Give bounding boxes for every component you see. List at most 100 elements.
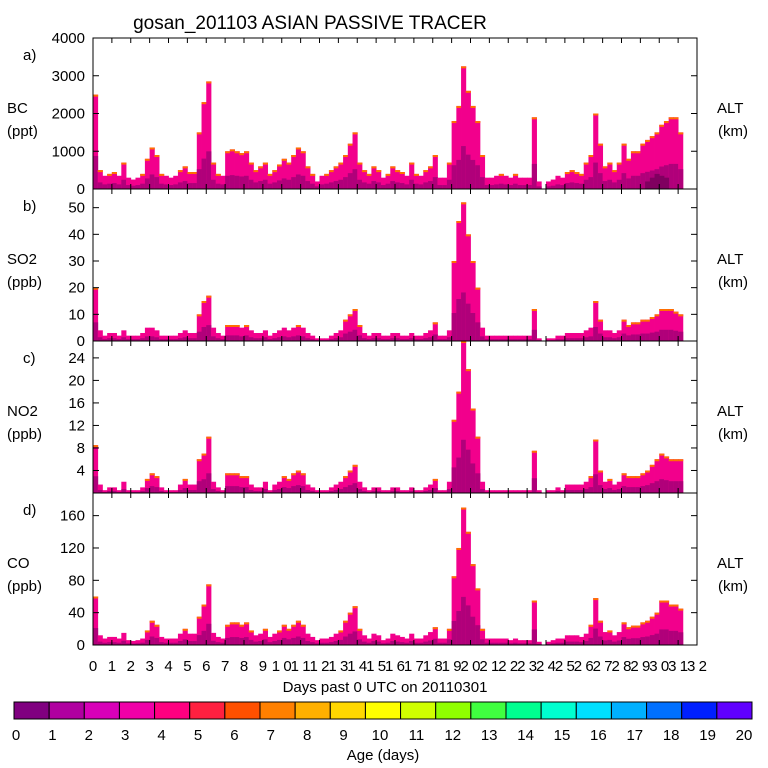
- bar-aged-co: [121, 640, 127, 645]
- bar-aged-so2: [508, 339, 514, 341]
- bar-young-no2: [597, 470, 604, 473]
- bar-aged-co: [253, 641, 259, 645]
- bar-aged-so2: [484, 339, 490, 341]
- bar-aged-bc: [390, 181, 396, 189]
- y-tick-label: 3000: [52, 68, 85, 85]
- bar-aged-co: [225, 637, 231, 645]
- bar-bc: [607, 162, 613, 189]
- bar-no2: [423, 487, 429, 493]
- bar-aged-co: [229, 637, 235, 645]
- bar-aged-no2: [612, 490, 618, 493]
- bar-aged-co: [423, 641, 429, 645]
- bar-aged-co: [498, 642, 504, 645]
- bar-aged-bc: [182, 181, 188, 189]
- bar-aged-bc: [253, 182, 259, 189]
- y-tick-label: 40: [68, 605, 85, 622]
- bar-young-so2: [244, 325, 250, 327]
- bar-co: [546, 641, 552, 645]
- bar-aged-co: [574, 641, 580, 645]
- bar-aged-no2: [140, 491, 146, 493]
- bar-aged-bc: [333, 181, 339, 189]
- chart-title: gosan_201103 ASIAN PASSIVE TRACER: [133, 13, 487, 34]
- bar-aged-so2: [135, 339, 141, 341]
- bar-aged-so2: [97, 337, 103, 341]
- bar-young-bc: [649, 136, 655, 139]
- bar-young-bc: [357, 162, 363, 165]
- bar-aged-bc: [465, 154, 471, 189]
- bar-co: [461, 507, 467, 645]
- bar-young-no2: [659, 453, 665, 456]
- y-tick-label: 24: [68, 350, 85, 367]
- bar-aged-so2: [616, 337, 622, 341]
- bar-aged-bc: [470, 159, 476, 189]
- bar-co: [409, 633, 415, 645]
- bar-young-so2: [626, 325, 632, 327]
- bar-aged-so2: [583, 337, 589, 341]
- bar-aged-co: [244, 637, 250, 645]
- bar-aged-no2: [111, 491, 117, 493]
- bar-aged-no2: [673, 481, 679, 493]
- bar-aged-bc: [206, 151, 212, 189]
- bar-young-bc: [93, 94, 99, 97]
- bar-young-bc: [281, 158, 287, 161]
- bar-co: [503, 638, 509, 645]
- bar-aged-no2: [225, 486, 231, 493]
- y-tick-label: 4: [77, 462, 85, 479]
- colorbar-tick-label: 7: [267, 727, 275, 744]
- bar-young-bc: [635, 151, 641, 154]
- bar-aged-co: [267, 642, 273, 645]
- bar-aged-so2: [201, 327, 207, 341]
- bar-no2: [663, 456, 670, 493]
- colorbar-tick-label: 18: [663, 727, 680, 744]
- bar-young-co: [149, 620, 155, 623]
- bar-co: [225, 624, 231, 645]
- bar-aged-co: [456, 611, 462, 645]
- bar-no2: [239, 476, 245, 493]
- bar-secondary-bc: [649, 177, 655, 189]
- x-tick-label: 5: [183, 658, 191, 675]
- bar-no2: [475, 436, 481, 493]
- bar-aged-bc: [635, 175, 641, 189]
- bar-aged-so2: [517, 339, 523, 341]
- bar-young-no2: [286, 478, 292, 481]
- bar-young-so2: [659, 309, 665, 311]
- bar-so2: [352, 309, 358, 341]
- bar-aged-no2: [357, 489, 363, 493]
- y-tick-label: 12: [68, 417, 85, 434]
- bar-co: [295, 620, 302, 645]
- bar-aged-so2: [121, 337, 127, 341]
- bar-bc: [168, 177, 174, 189]
- bar-aged-so2: [248, 337, 254, 341]
- bar-young-so2: [475, 287, 481, 290]
- panel-frame: [92, 340, 698, 494]
- bar-aged-co: [470, 616, 476, 645]
- bar-no2: [630, 476, 637, 493]
- bar-co: [291, 624, 297, 645]
- bar-aged-so2: [451, 313, 457, 341]
- bar-young-bc: [390, 166, 396, 169]
- bar-aged-co: [376, 641, 382, 645]
- bar-young-bc: [286, 162, 292, 165]
- bar-so2: [173, 335, 179, 341]
- bar-aged-bc: [314, 186, 320, 189]
- y-tick-label: 0: [77, 181, 85, 198]
- bar-young-bc: [583, 162, 589, 165]
- x-tick-label: 10: [272, 658, 292, 675]
- bar-young-bc: [343, 155, 349, 158]
- bar-aged-so2: [531, 329, 537, 341]
- bar-aged-co: [371, 641, 377, 645]
- bar-young-bc: [305, 166, 311, 169]
- bar-aged-no2: [451, 467, 457, 493]
- panel-label: a): [23, 47, 36, 64]
- bar-so2: [258, 333, 264, 341]
- bar-aged-so2: [593, 327, 599, 341]
- x-tick-label: 7: [221, 658, 229, 675]
- bar-aged-co: [399, 642, 405, 645]
- bar-aged-bc: [97, 182, 103, 189]
- bar-so2: [597, 319, 604, 341]
- bar-so2: [319, 338, 325, 341]
- bar-co: [579, 636, 585, 645]
- bar-young-bc: [333, 166, 339, 169]
- bar-young-bc: [196, 132, 202, 135]
- bar-young-co: [456, 547, 462, 550]
